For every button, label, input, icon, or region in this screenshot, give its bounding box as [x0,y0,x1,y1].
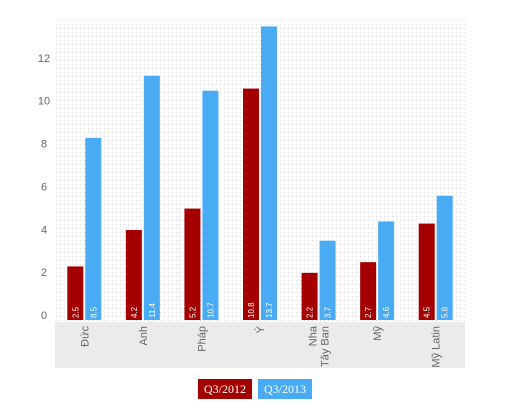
y-tick-label: 10 [38,96,50,108]
y-tick-label: 4 [41,224,47,236]
bar-value-label: 2.5 [71,306,80,318]
bar-q3-2013 [261,26,277,321]
bar-value-label: 11.4 [148,302,157,318]
category-label: Nha [308,325,320,346]
bar-q3-2013 [378,221,395,320]
bar-q3-2013 [436,195,453,320]
y-tick-label: 6 [41,181,47,193]
category-band [55,322,465,368]
bar-value-label: 5.8 [441,306,450,318]
y-tick-label: 12 [38,53,50,65]
category-label: Mỹ Latin [431,326,443,368]
bar-q3-2013 [202,90,219,320]
category-label: Tây Ban [320,326,332,367]
bar-q3-2012 [184,208,201,320]
bar-q3-2013 [319,240,336,320]
bar-q3-2012 [418,223,435,320]
bar-q3-2012 [125,230,142,320]
bar-value-label: 13.7 [265,302,274,318]
y-tick-label: 2 [41,267,47,279]
bar-q3-2012 [243,88,259,320]
legend-item-q3-2012: Q3/2012 [198,379,252,399]
bar-value-label: 3.7 [324,306,333,318]
category-label: Mỹ [372,326,384,341]
bar-value-label: 4.6 [382,306,391,318]
bar-q3-2013 [143,75,160,320]
category-label: Đức [79,326,91,347]
category-label: Pháp [196,326,208,352]
bar-value-label: 5.2 [188,306,197,318]
legend-item-q3-2013: Q3/2013 [258,379,312,399]
y-tick-label: 8 [41,139,47,151]
bar-value-label: 2.2 [306,306,315,318]
bar-value-label: 4.2 [130,306,139,318]
bar-q3-2012 [360,262,377,320]
y-tick-label: 0 [41,310,47,322]
category-label: Ý [254,325,267,333]
bar-value-label: 2.7 [364,306,373,318]
bar-q3-2012 [301,272,318,320]
bar-q3-2013 [85,137,102,320]
bar-value-label: 8.5 [89,306,98,318]
bar-q3-2012 [67,266,84,320]
bar-value-label: 4.5 [423,306,432,318]
bar-value-label: 10.8 [247,302,256,318]
plot-area [55,20,465,322]
bar-value-label: 10.7 [206,302,215,318]
category-label: Anh [138,326,150,346]
legend: Q3/2012 Q3/2013 [0,379,510,399]
